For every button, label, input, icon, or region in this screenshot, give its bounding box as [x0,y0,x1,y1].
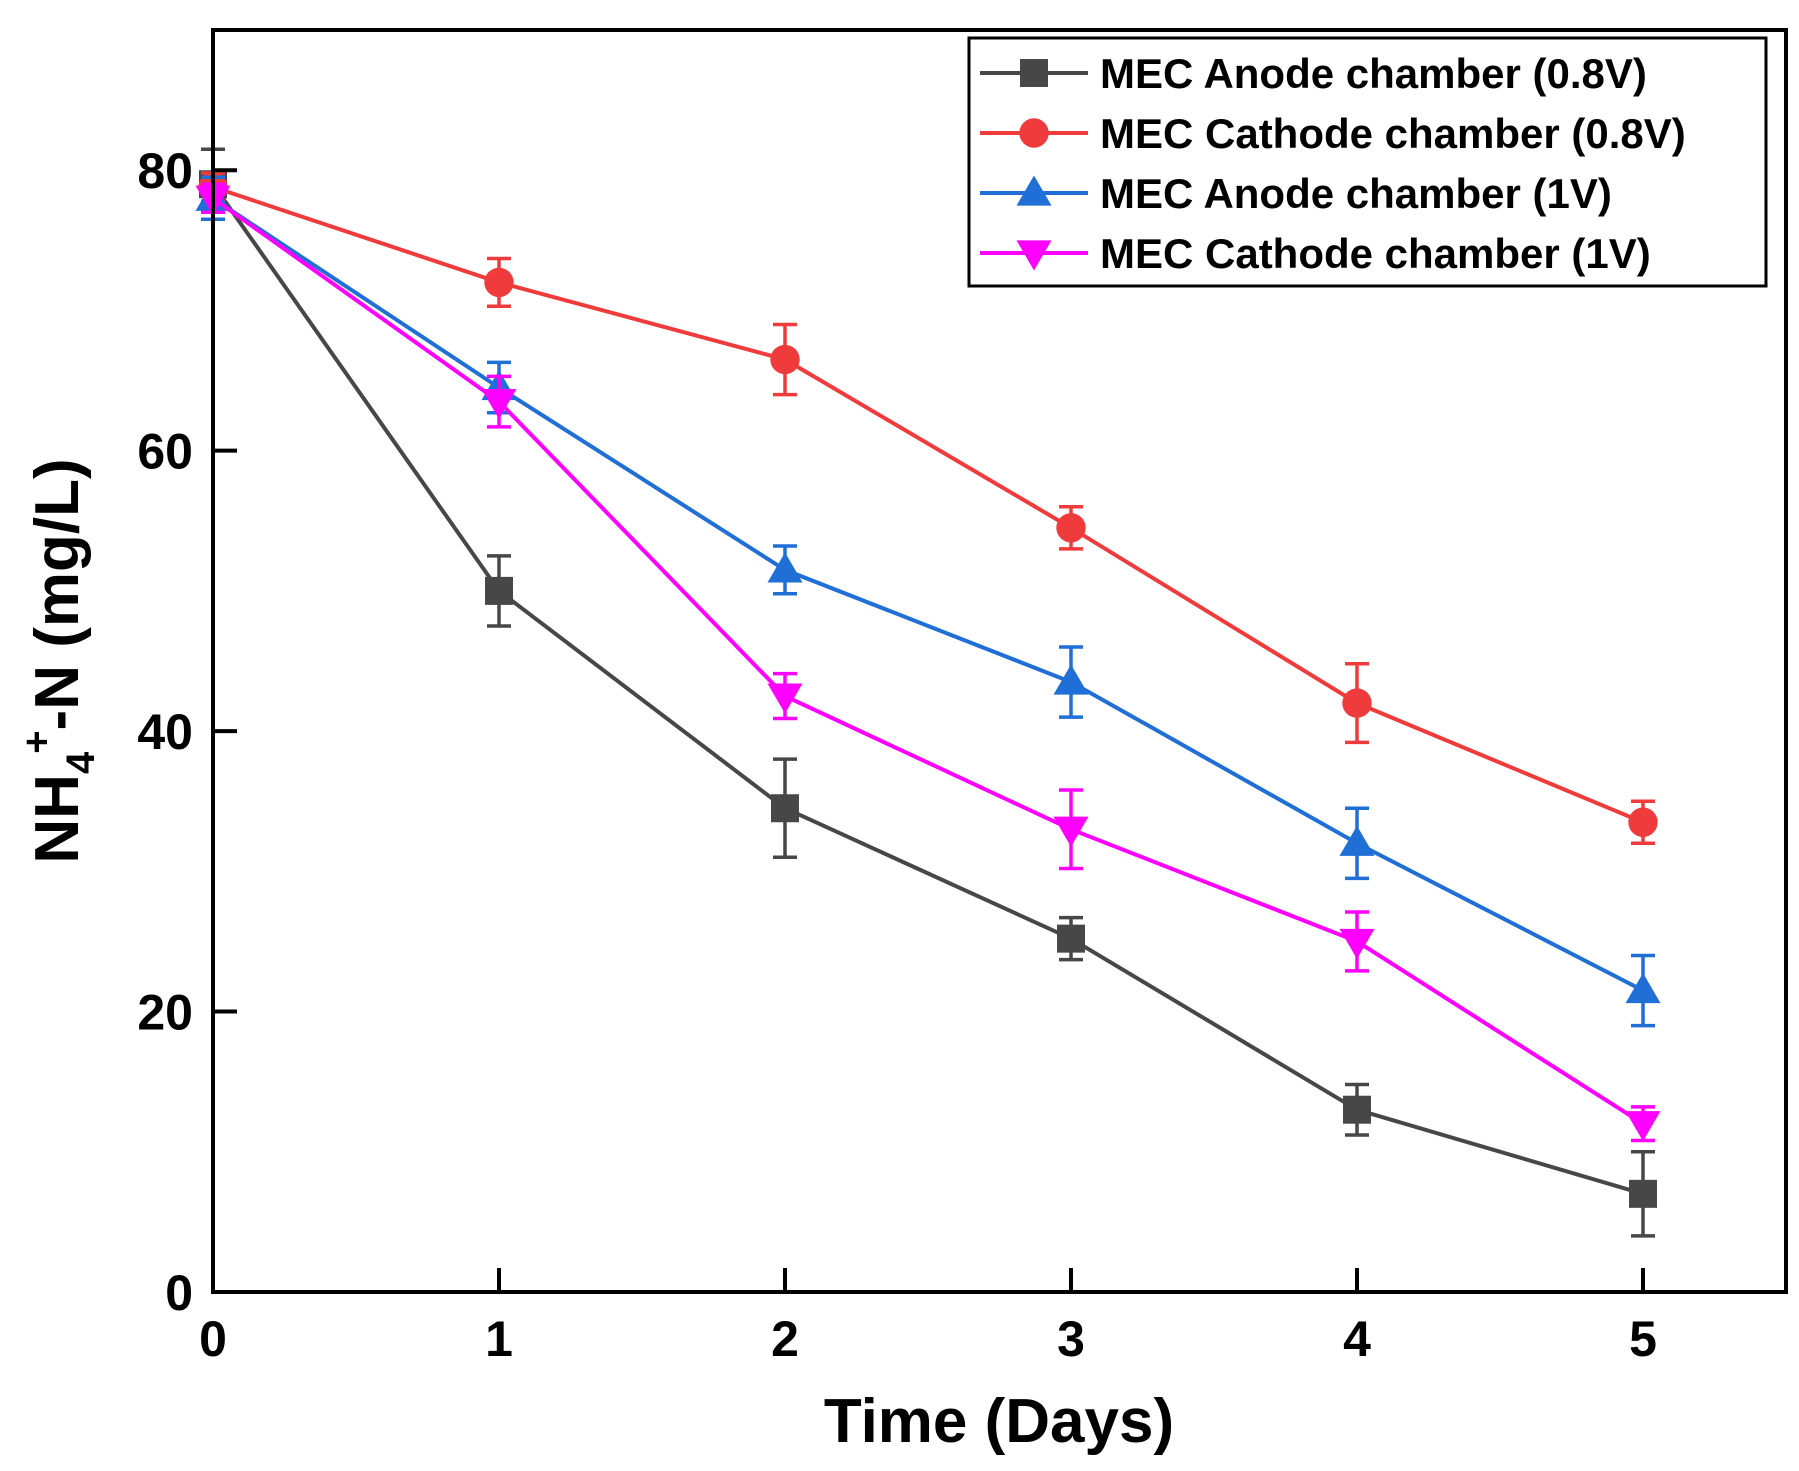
y-axis-title-main: NH [23,774,92,864]
data-point [771,794,799,823]
y-axis-title-subscript: 4 [59,751,103,774]
y-tick-label: 60 [137,424,193,480]
data-point [1342,688,1372,718]
x-tick-label: 4 [1343,1311,1371,1367]
data-point [1339,928,1375,959]
data-point [1628,807,1658,837]
legend-marker [1019,118,1049,148]
legend-box [967,36,1768,288]
legend-label: MEC Cathode chamber (0.8V) [1100,110,1686,157]
data-point [1629,1179,1657,1208]
series-group [195,182,1661,1143]
data-point [1625,1111,1661,1142]
data-point [1053,664,1089,695]
series-line [211,196,1645,1126]
series-layer [195,147,1661,1238]
x-axis-title: Time (Days) [824,1387,1174,1456]
data-point [1056,513,1086,543]
legend-label: MEC Anode chamber (0.8V) [1100,50,1647,97]
legend: MEC Anode chamber (0.8V) MEC Cathode cham… [967,36,1768,288]
series-line [212,185,1644,825]
x-tick-label: 0 [199,1311,227,1367]
legend-label: MEC Cathode chamber (1V) [1100,230,1651,277]
data-point [767,552,803,583]
series-line [211,183,1644,1196]
series-group [199,147,1657,1238]
legend-marker [1016,175,1052,206]
data-point [485,576,513,605]
data-point [767,683,803,714]
data-point [1057,924,1085,953]
data-point [1053,816,1089,847]
series-group [195,175,1661,1028]
y-axis-title-suffix: -N (mg/L) [23,458,92,730]
axis-ticks: 0 1 2 3 4 5 0 20 40 60 80 [137,143,1657,1367]
data-point [1339,825,1375,856]
y-axis-title-superscript: + [15,730,59,753]
data-point [484,267,514,298]
data-point [1625,973,1661,1004]
series-line [211,196,1644,993]
legend-marker [1016,240,1052,271]
x-tick-label: 2 [771,1311,799,1367]
y-tick-label: 40 [137,704,193,760]
plot-frame [211,28,1788,1294]
y-tick-label: 80 [137,143,193,199]
x-tick-label: 5 [1629,1311,1657,1367]
y-axis-title: NH4+-N (mg/L) [15,458,103,863]
x-tick-label: 1 [485,1311,513,1367]
data-point [1343,1095,1371,1124]
y-tick-label: 0 [165,1265,193,1321]
y-tick-label: 20 [137,985,193,1041]
legend-label: MEC Anode chamber (1V) [1100,170,1612,217]
data-point [770,344,800,375]
data-point [481,388,517,420]
x-tick-label: 3 [1057,1311,1085,1367]
legend-marker [1020,59,1048,87]
